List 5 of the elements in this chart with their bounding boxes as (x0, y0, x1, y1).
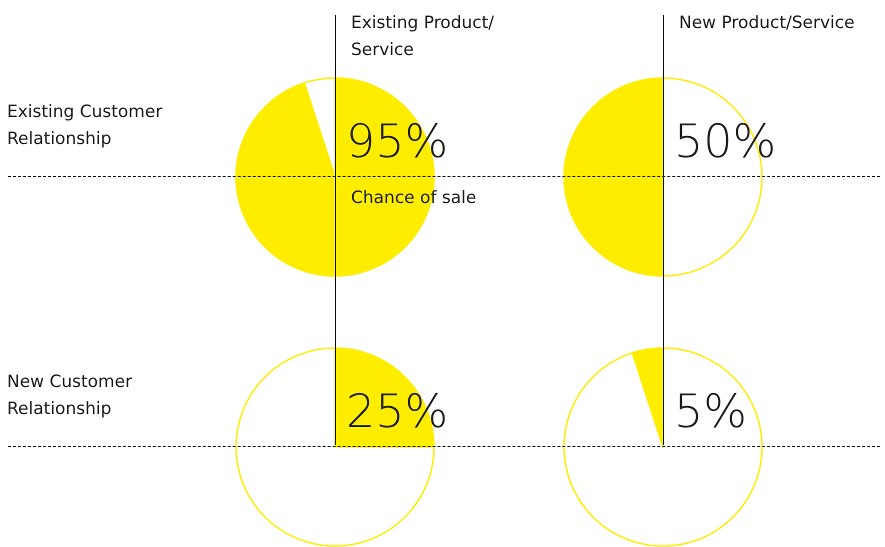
text: 5% (674, 383, 747, 439)
chart-title: New Product/Service (679, 12, 855, 35)
text: New Customer Relationship (7, 371, 134, 421)
chart-title: Existing Product/ Service (351, 12, 496, 62)
text: Existing Customer Relationship (7, 101, 164, 151)
